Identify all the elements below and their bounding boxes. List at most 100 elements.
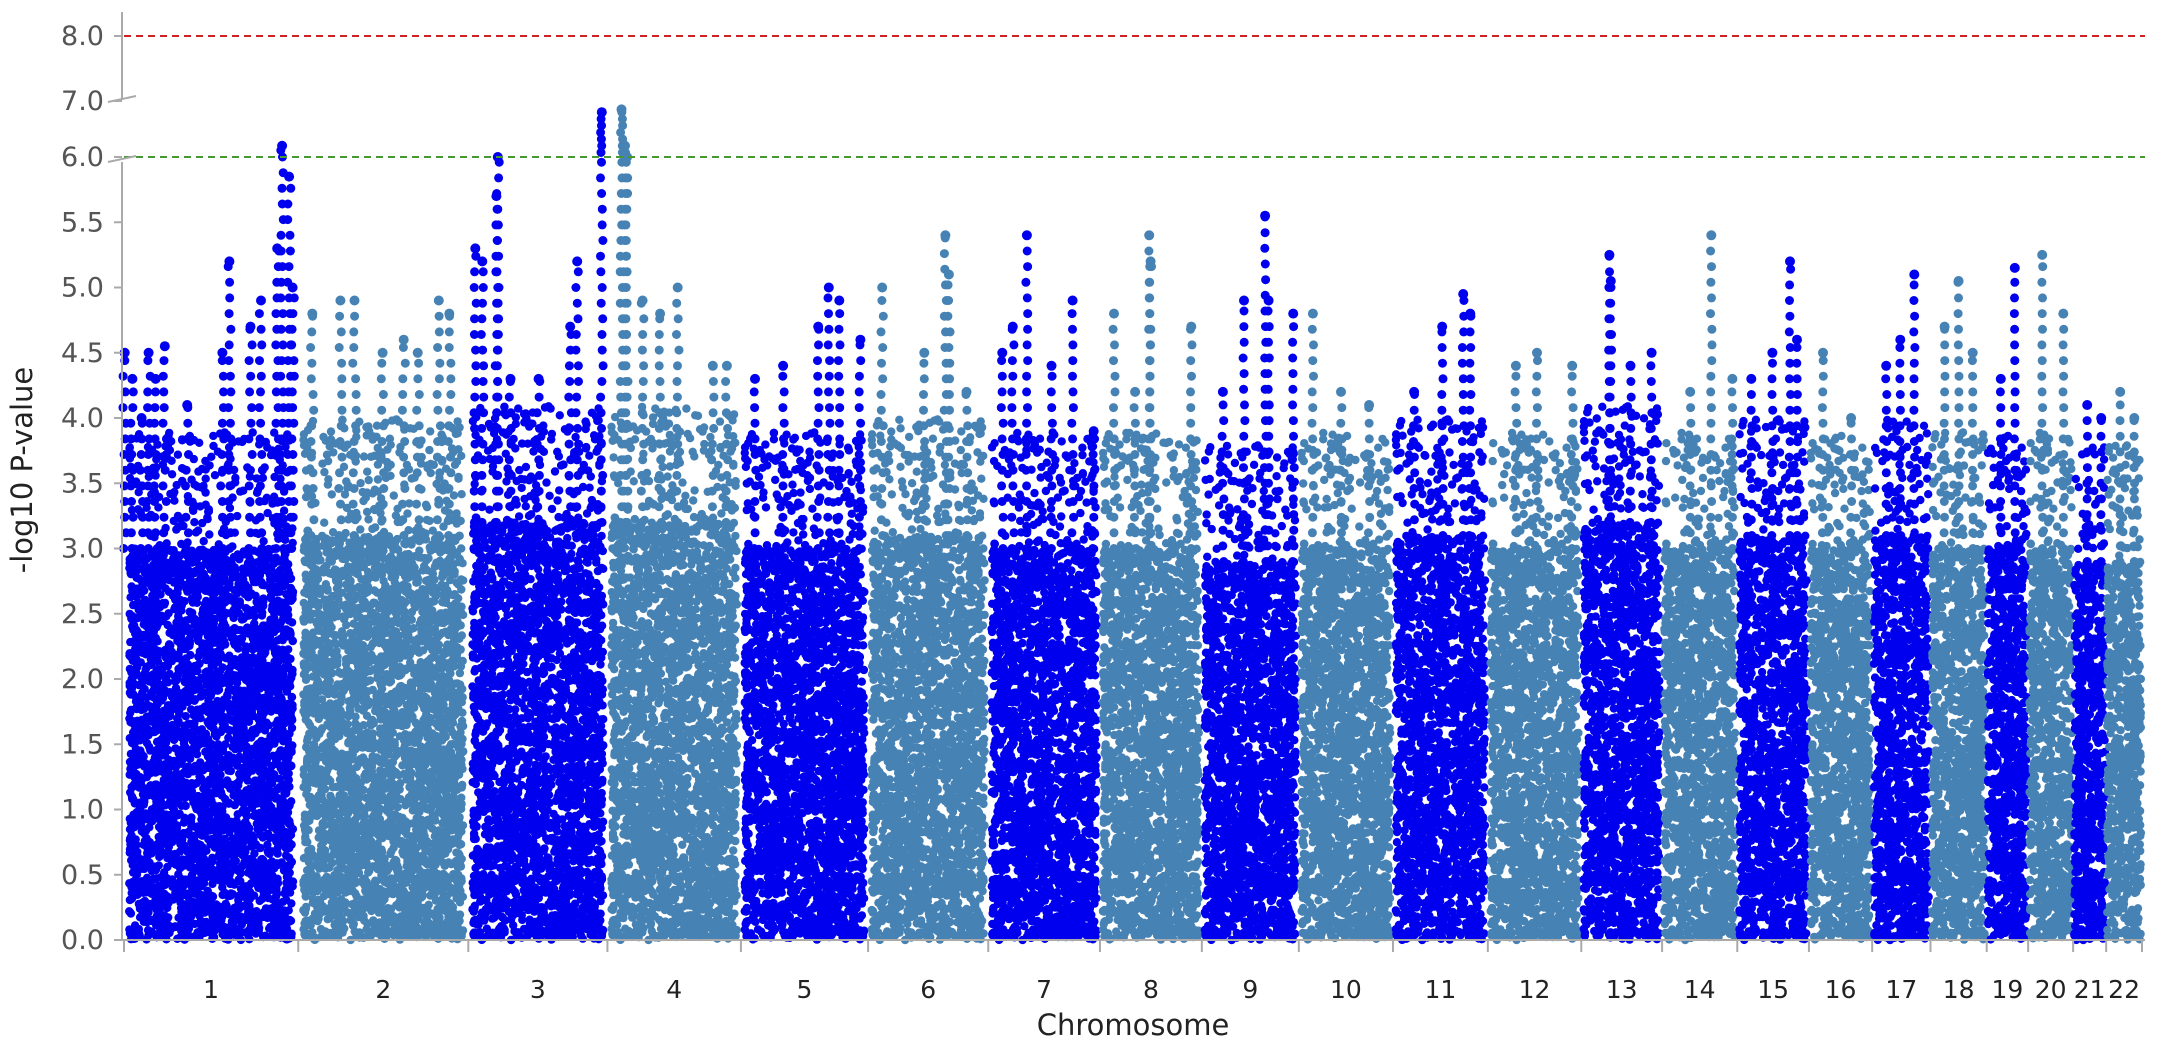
- snp-point: [206, 778, 214, 786]
- snp-point: [193, 750, 201, 758]
- snp-point: [233, 585, 241, 593]
- snp-point: [225, 800, 233, 808]
- snp-point: [189, 598, 197, 606]
- snp-point: [283, 200, 292, 209]
- snp-point: [201, 457, 209, 465]
- snp-point: [155, 905, 163, 913]
- snp-point: [182, 466, 191, 475]
- snp-point: [302, 743, 310, 751]
- snp-point: [236, 626, 244, 634]
- snp-point: [193, 866, 201, 874]
- snp-point: [236, 774, 244, 782]
- snp-point: [227, 658, 235, 666]
- snp-point: [209, 432, 217, 440]
- snp-point: [320, 468, 328, 476]
- snp-point: [174, 650, 182, 658]
- snp-point: [141, 897, 149, 905]
- snp-point: [369, 435, 377, 443]
- snp-point: [230, 909, 238, 917]
- snp-point: [208, 857, 216, 865]
- snp-point: [141, 722, 149, 730]
- snp-point: [159, 544, 168, 553]
- snp-point: [135, 681, 143, 689]
- snp-point: [224, 450, 233, 459]
- snp-point: [246, 528, 255, 537]
- snp-peak-point: [246, 322, 256, 332]
- snp-point: [226, 387, 235, 396]
- snp-peak-point: [284, 172, 294, 182]
- snp-point: [242, 742, 250, 750]
- snp-point: [159, 419, 168, 428]
- snp-point: [169, 803, 177, 811]
- snp-point: [235, 635, 243, 643]
- snp-point: [154, 570, 162, 578]
- snp-point: [160, 356, 169, 365]
- snp-point: [275, 557, 283, 565]
- snp-point: [159, 387, 168, 396]
- snp-point: [239, 575, 247, 583]
- snp-point: [157, 891, 165, 899]
- snp-point: [255, 309, 264, 318]
- snp-point: [257, 340, 266, 349]
- snp-point: [151, 762, 159, 770]
- snp-peak-point: [277, 141, 287, 151]
- snp-point: [192, 839, 200, 847]
- snp-point: [187, 571, 195, 579]
- snp-point: [181, 513, 190, 522]
- snp-point: [211, 471, 219, 479]
- snp-point: [245, 497, 254, 506]
- snp-point: [250, 634, 258, 642]
- snp-point: [139, 799, 147, 807]
- snp-peak-point: [288, 283, 298, 293]
- snp-point: [254, 920, 262, 928]
- snp-point: [150, 553, 158, 561]
- snp-point: [148, 927, 156, 935]
- snp-point: [192, 528, 200, 536]
- snp-point: [155, 612, 163, 620]
- snp-point: [287, 481, 296, 490]
- snp-point: [233, 843, 241, 851]
- snp-point: [274, 918, 282, 926]
- snp-point: [165, 641, 173, 649]
- snp-point: [146, 838, 154, 846]
- snp-point: [252, 578, 260, 586]
- snp-point: [247, 419, 256, 428]
- snp-point: [177, 793, 185, 801]
- snp-point: [224, 403, 233, 412]
- snp-point: [166, 688, 174, 696]
- snp-point: [225, 544, 234, 553]
- snp-point: [212, 919, 220, 927]
- snp-point: [151, 434, 160, 443]
- snp-point: [255, 664, 263, 672]
- snp-point: [143, 713, 151, 721]
- snp-point: [255, 497, 264, 506]
- snp-point: [151, 717, 159, 725]
- snp-point: [201, 672, 209, 680]
- snp-point: [177, 920, 185, 928]
- snp-point: [231, 474, 239, 482]
- snp-point: [277, 247, 286, 256]
- snp-point: [238, 851, 246, 859]
- snp-point: [150, 481, 159, 490]
- snp-point: [226, 372, 235, 381]
- snp-point: [226, 513, 235, 522]
- snp-point: [164, 820, 172, 828]
- snp-point: [170, 565, 178, 573]
- snp-point: [245, 387, 254, 396]
- snp-point: [133, 870, 141, 878]
- snp-point: [260, 709, 268, 717]
- snp-point: [266, 885, 274, 893]
- snp-point: [181, 481, 190, 490]
- snp-point: [288, 403, 297, 412]
- snp-point: [171, 727, 179, 735]
- snp-point: [126, 610, 134, 618]
- snp-point: [250, 798, 258, 806]
- snp-peak-point: [217, 348, 227, 358]
- snp-point: [196, 650, 204, 658]
- snp-point: [194, 822, 202, 830]
- snp-point: [129, 513, 138, 522]
- snp-point: [272, 834, 280, 842]
- snp-point: [244, 911, 252, 919]
- snp-point: [205, 626, 213, 634]
- snp-point: [125, 714, 133, 722]
